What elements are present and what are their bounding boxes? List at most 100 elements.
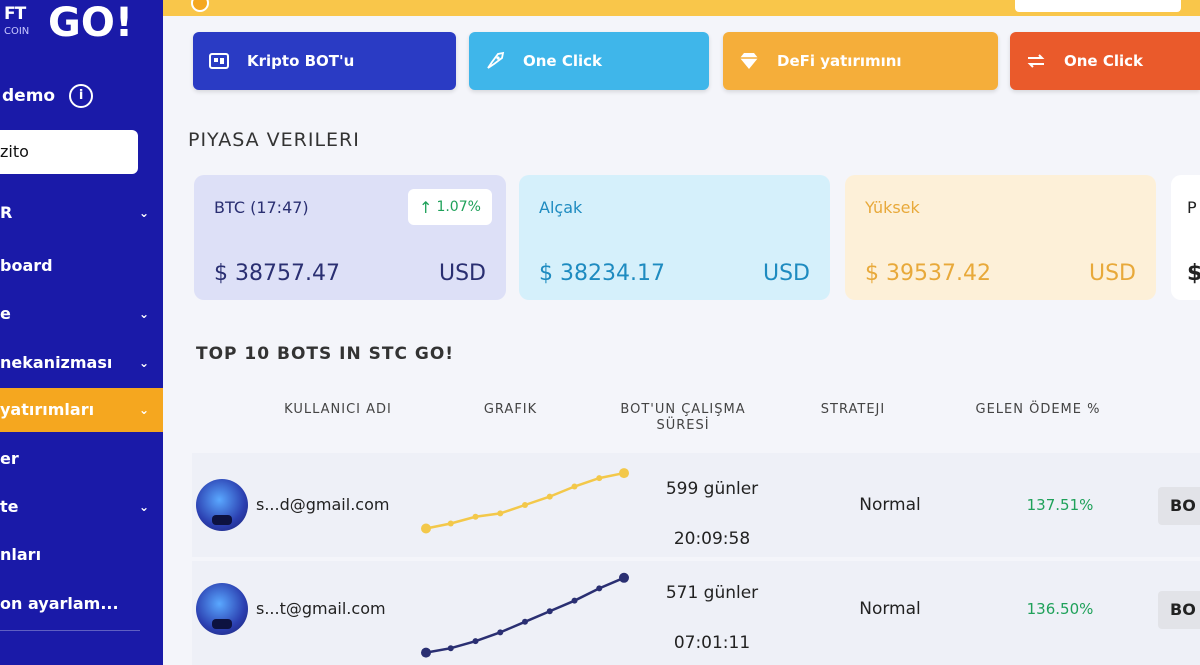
sidebar-item-label: board [0,256,53,275]
account-mode-label: demo [2,86,56,106]
sparkline-point [619,572,629,583]
sidebar-item-label: on ayarlam... [0,594,119,613]
column-header-runtime: BOT'UN ÇALIŞMA SÜRESİ [620,402,746,433]
column-header-strategy: STRATEJI [820,402,886,417]
crypto-bot-label: Kripto BOT'u [247,52,355,70]
sidebar-item-investments[interactable]: yatırımları ⌄ [0,388,163,432]
sparkline-point [447,645,454,652]
sidebar-item-5[interactable]: er [0,437,163,481]
row-email: s...t@gmail.com [256,599,386,618]
bot-icon [207,49,231,73]
diamond-icon [737,49,761,73]
sparkline-point [522,618,528,625]
table-row: s...t@gmail.com 571 günler 07:01:11 Norm… [192,561,1200,665]
sidebar-item-mechanism[interactable]: nekanizması ⌄ [0,341,163,385]
sparkline-point [619,468,629,479]
sparkline-chart [421,468,629,534]
sparkline-point [497,629,504,636]
top-bots-title: TOP 10 BOTS IN STC GO! [196,344,455,364]
row-payment: 136.50% [1026,600,1094,618]
sidebar-item-dashboard[interactable]: board [0,244,163,288]
logo-sub: COIN [4,26,30,37]
sidebar-item-0[interactable]: R ⌄ [0,191,163,235]
one-click-label: One Click [523,52,602,70]
one-click-button[interactable]: One Click [469,32,709,90]
chevron-down-icon: ⌄ [138,206,149,220]
sidebar-item-label: er [0,449,19,468]
row-days: 571 günler [665,583,759,603]
market-data-title: PIYASA VERILERI [188,129,360,151]
sparkline-point [546,493,553,500]
market-card-price: $ 39537.42 [865,261,991,286]
swap-icon [1024,49,1048,73]
sidebar-item-label: e [0,304,11,323]
sparkline-point [421,523,431,534]
sparkline-point [596,585,603,592]
row-action-button[interactable]: BO [1158,591,1200,629]
chevron-down-icon: ⌄ [138,403,149,417]
sidebar-item-label: nları [0,545,42,564]
main-content: Kripto BOT'u One Click DeFi yatırımını O… [163,16,1200,665]
sidebar-divider [0,630,140,631]
market-card-currency: USD [762,261,810,286]
chevron-down-icon: ⌄ [138,500,149,514]
defi-investment-label: DeFi yatırımını [777,52,902,70]
sparkline-point [472,638,479,645]
logo: FT COIN GO! [0,0,163,50]
change-value: 1.07% [436,199,481,215]
market-card-price: $ 38234.17 [539,261,665,286]
banner-button[interactable] [1015,0,1181,12]
sidebar-item-6[interactable]: te ⌄ [0,485,163,529]
info-icon[interactable]: i [69,84,94,108]
sparkline-point [571,483,578,490]
table-row: s...d@gmail.com 599 günler 20:09:58 Norm… [192,453,1200,557]
sparkline-point [522,502,528,508]
market-card-label: P [1187,198,1197,217]
warning-icon [191,0,209,12]
sparkline-point [472,513,479,520]
notification-banner [163,0,1200,16]
sidebar-item-label: yatırımları [0,400,95,419]
market-card-label: BTC (17:47) [214,198,309,217]
one-click-swap-button[interactable]: One Click [1010,32,1200,90]
sparkline-line [425,471,625,530]
logo-go: GO! [48,0,134,46]
market-card-label: Yüksek [865,198,920,217]
sidebar-item-label: te [0,497,19,516]
column-header-username: KULLANICI ADI [284,402,392,417]
row-time: 07:01:11 [673,633,751,653]
row-days: 599 günler [665,479,759,499]
sidebar-item-settings[interactable]: on ayarlam... [0,582,163,626]
row-time: 20:09:58 [673,529,751,549]
avatar [196,583,248,635]
sparkline-point [571,597,578,604]
one-click-swap-label: One Click [1064,52,1143,70]
sidebar: FT COIN GO! demo i zito R ⌄ board e ⌄ ne… [0,0,163,665]
arrow-up-icon: ↑ [419,197,433,217]
row-email: s...d@gmail.com [256,495,390,514]
sparkline-point [546,608,553,615]
sidebar-item-2[interactable]: e ⌄ [0,292,163,336]
crypto-bot-button[interactable]: Kripto BOT'u [193,32,456,90]
sparkline-point [447,520,454,527]
sidebar-item-7[interactable]: nları [0,533,163,577]
logo-top: FT [4,4,26,24]
defi-investment-button[interactable]: DeFi yatırımını [723,32,998,90]
column-header-chart: GRAFIK [483,402,538,417]
sparkline-line [425,576,625,654]
sparkline-chart [421,572,629,658]
market-card-price: $ [1187,261,1200,286]
row-action-button[interactable]: BO [1158,487,1200,525]
market-card-high: Yüksek $ 39537.42 USD [845,175,1156,300]
market-card-label: Alçak [539,198,583,217]
user-name-box[interactable]: zito [0,130,138,174]
account-mode: demo i [2,84,94,108]
avatar [196,479,248,531]
rocket-icon [483,49,507,73]
row-payment: 137.51% [1026,496,1094,514]
change-badge: ↑ 1.07% [408,189,492,225]
market-card-extra: P $ [1171,175,1200,300]
sparkline-point [596,475,603,482]
row-strategy: Normal [859,599,921,619]
sidebar-item-label: nekanizması [0,353,113,372]
